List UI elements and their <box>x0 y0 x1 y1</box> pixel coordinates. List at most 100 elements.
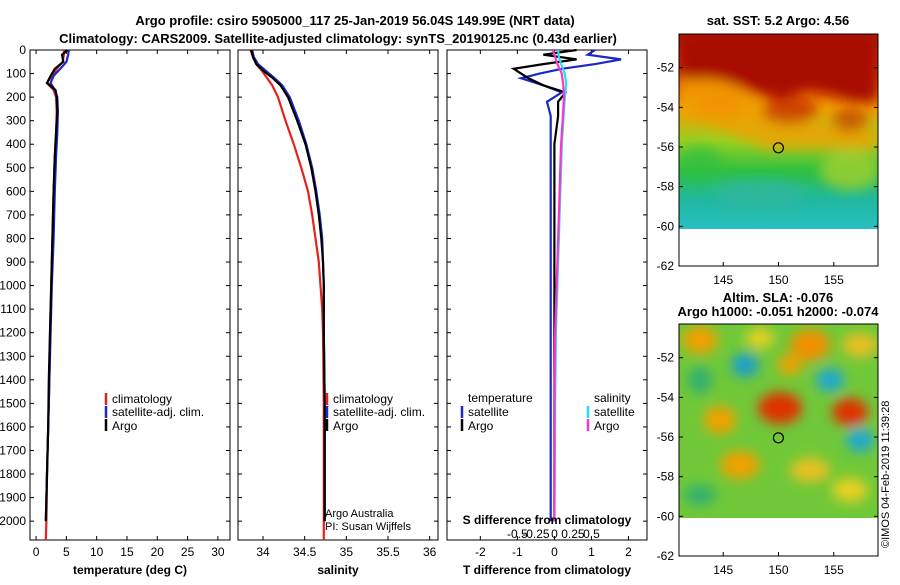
x-tick-label: 0 <box>551 545 558 559</box>
legend-satellite-label: satellite-adj. clim. <box>333 405 425 419</box>
legend-t-satellite-label: satellite <box>468 405 509 419</box>
lon-tick-label: 150 <box>768 563 788 577</box>
y-tick-label: 200 <box>6 90 26 104</box>
legend-argo-label: Argo <box>333 419 359 433</box>
x-tick-label: -2 <box>475 545 486 559</box>
x-tick-label: 30 <box>211 545 225 559</box>
x-tick-label: 25 <box>181 545 195 559</box>
series-line-s-argo <box>551 49 566 522</box>
legend-t-argo-label: Argo <box>468 419 494 433</box>
y-tick-label: 1200 <box>0 326 26 340</box>
x-tick-label: -1 <box>512 545 523 559</box>
series-line-argo <box>44 49 69 522</box>
difference-profiles <box>510 48 622 522</box>
credit-line2: PI: Susan Wijffels <box>325 521 411 533</box>
argo-location-marker <box>772 142 785 154</box>
s-difference-label: S difference from climatology <box>463 513 632 527</box>
x-tick-label: 20 <box>151 545 165 559</box>
y-tick-label: 500 <box>6 161 26 175</box>
sst-field <box>679 34 878 229</box>
lat-tick-label: -54 <box>657 100 675 114</box>
y-tick-label: 1600 <box>0 420 26 434</box>
legend-climatology-label: climatology <box>333 392 393 406</box>
y-tick-label: 300 <box>6 114 26 128</box>
lon-tick-label: 150 <box>768 273 788 287</box>
sla-field <box>679 324 878 518</box>
temperature-axes-frame <box>29 49 231 541</box>
s-tick-label: -0.5 <box>507 527 528 541</box>
x-tick-label: 0 <box>33 545 40 559</box>
lat-tick-label: -58 <box>657 180 675 194</box>
sla-map-title-line2: Argo h1000: -0.051 h2000: -0.074 <box>678 304 880 319</box>
x-tick-label: 10 <box>90 545 104 559</box>
temperature-x-axis: 0 5 10 15 20 25 30 <box>33 50 225 559</box>
lat-tick-label: -54 <box>657 390 675 404</box>
y-tick-label: 1900 <box>0 491 26 505</box>
x-tick-label: 34.5 <box>293 545 317 559</box>
legend-s-argo-label: Argo <box>594 419 620 433</box>
salinity-profiles <box>249 49 326 540</box>
lon-tick-label: 155 <box>824 273 844 287</box>
sst-map: sat. SST: 5.2 Argo: 4.56 -52 -54 -56 -58 -60… <box>657 13 879 287</box>
series-line-argo <box>250 49 326 522</box>
depth-axis: 0 100 200 300 400 500 600 700 800 900 1000 1100 1200… <box>0 43 230 528</box>
x-tick-label: 2 <box>625 545 632 559</box>
difference-axes-frame <box>446 49 648 541</box>
lat-tick-label: -62 <box>657 549 675 563</box>
figure-title-line1: Argo profile: csiro 5905000_117 25-Jan-2… <box>135 13 574 28</box>
legend-temperature-title: temperature <box>468 391 533 405</box>
s-tick-label: -0.25 <box>522 527 550 541</box>
y-tick-label: 100 <box>6 67 26 81</box>
credit-line1: Argo Australia <box>325 508 394 520</box>
sst-map-title: sat. SST: 5.2 Argo: 4.56 <box>707 13 850 28</box>
salinity-legend: climatology satellite-adj. clim. Argo <box>325 392 425 433</box>
legend-satellite-label: satellite-adj. clim. <box>112 405 204 419</box>
lat-tick-label: -52 <box>657 351 675 365</box>
s-tick-label: 0.5 <box>583 527 600 541</box>
y-tick-label: 400 <box>6 137 26 151</box>
s-difference-tick-labels: -0.5-0.25 0 0.250.5 <box>507 527 600 541</box>
x-tick-label: 15 <box>120 545 134 559</box>
y-tick-label: 1300 <box>0 349 26 363</box>
y-tick-label: 1100 <box>0 302 26 316</box>
legend-s-satellite-label: satellite <box>594 405 635 419</box>
x-tick-label: 1 <box>588 545 595 559</box>
salinity-depth-ticks <box>238 49 438 522</box>
salinity-axes-frame <box>237 49 439 541</box>
lat-tick-label: -60 <box>657 219 675 233</box>
sla-map: Altim. SLA: -0.076 Argo h1000: -0.051 h2… <box>657 290 880 577</box>
t-difference-x-axis: -2 -1 0 1 2 <box>475 50 632 559</box>
lat-tick-label: -56 <box>657 430 675 444</box>
s-tick-label: 0.25 <box>561 527 585 541</box>
t-difference-x-label: T difference from climatology <box>463 563 631 577</box>
series-line-t-satellite <box>517 49 622 522</box>
y-tick-label: 0 <box>19 43 26 57</box>
imos-watermark: ©IMOS 04-Feb-2019 11:39:28 <box>880 401 892 548</box>
x-tick-label: 35 <box>340 545 354 559</box>
sla-lon-axis: 145 150 155 <box>713 552 844 577</box>
sst-lat-axis: -52 -54 -56 -58 -60 -62 <box>657 61 878 273</box>
y-tick-label: 1500 <box>0 396 26 410</box>
temperature-panel: 0100200300400500600700800900100011001200… <box>0 43 231 577</box>
salinity-x-label: salinity <box>317 563 359 577</box>
y-tick-label: 700 <box>6 208 26 222</box>
x-tick-label: 5 <box>63 545 70 559</box>
x-tick-label: 34 <box>256 545 270 559</box>
difference-depth-ticks <box>447 49 647 522</box>
y-tick-label: 1000 <box>0 279 26 293</box>
y-tick-label: 2000 <box>0 514 26 528</box>
y-tick-label: 1400 <box>0 373 26 387</box>
y-tick-label: 1800 <box>0 467 26 481</box>
legend-salinity-title: salinity <box>594 391 631 405</box>
lat-tick-label: -56 <box>657 140 675 154</box>
sla-lat-axis: -52 -54 -56 -58 -60 -62 <box>657 351 878 563</box>
lat-tick-label: -60 <box>657 509 675 523</box>
argo-location-marker <box>772 432 785 444</box>
y-tick-label: 1700 <box>0 443 26 457</box>
salinity-panel: 34 34.5 35 35.5 36 salinity climatology sate… <box>237 49 439 577</box>
temperature-x-label: temperature (deg C) <box>73 563 187 577</box>
difference-panel: -2 -1 0 1 2 -0.5-0.25 0 0.250.5 T difference f… <box>446 48 648 577</box>
s-tick-label: 0 <box>551 527 558 541</box>
temperature-legend: climatology satellite-adj. clim. Argo <box>104 392 204 433</box>
figure-title-line2: Climatology: CARS2009. Satellite-adjuste… <box>59 31 617 46</box>
